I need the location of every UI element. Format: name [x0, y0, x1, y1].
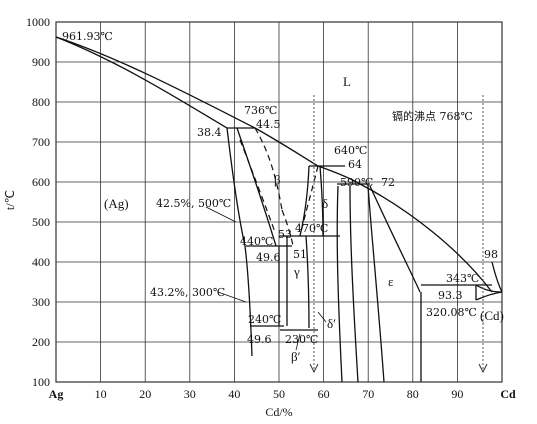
phase-ag-label: (Ag) [104, 196, 129, 211]
label-240: 240℃ [248, 313, 281, 326]
y-tick: 800 [32, 95, 50, 109]
label-432-300: 43.2%, 300℃ [150, 286, 225, 299]
beta-dashed-2 [281, 209, 294, 247]
x-tick: 10 [95, 387, 107, 401]
x-left-label: Ag [49, 387, 64, 401]
solidus-ag [55, 36, 228, 129]
x-tick-labels: Ag 10 20 30 40 50 60 70 80 90 Cd [49, 387, 516, 401]
label-440: 440℃ [240, 235, 273, 248]
label-590: 590℃ [340, 176, 373, 189]
y-tick: 900 [32, 55, 50, 69]
label-53: 53 [278, 228, 292, 241]
epsilon-left [367, 185, 385, 383]
leader-4323 [217, 291, 247, 303]
epsilon-right-curve [369, 185, 421, 293]
delta-right [319, 165, 324, 237]
cd-liquidus-right [491, 261, 503, 293]
y-axis-title: t/℃ [3, 190, 17, 210]
x-axis-title: Cd/% [265, 405, 292, 419]
arrow-down-icon [478, 363, 488, 374]
y-tick: 300 [32, 295, 50, 309]
delta-prime-right [349, 185, 359, 383]
delta-prime-left [336, 185, 343, 383]
y-tick-labels: 1000 900 800 700 600 500 400 300 200 100 [26, 15, 50, 389]
leader-deltaprime [317, 311, 327, 323]
x-right-label: Cd [500, 387, 516, 401]
gamma-right [305, 235, 310, 329]
phase-gamma-label: γ [293, 264, 300, 279]
leader-4255 [205, 206, 237, 223]
beta-dashed-1 [254, 127, 283, 211]
x-tick: 70 [362, 387, 374, 401]
label-64: 64 [348, 158, 362, 171]
label-98: 98 [484, 248, 498, 261]
cd-solvus [475, 291, 503, 301]
phase-delta-prime-label: δ′ [327, 316, 336, 331]
label-32008: 320.08℃ [426, 306, 477, 319]
x-tick: 90 [451, 387, 463, 401]
phase-beta-prime-label: β′ [291, 349, 301, 364]
label-640: 640℃ [334, 144, 367, 157]
phase-delta-label: δ [322, 196, 328, 211]
label-470: 470℃ [295, 222, 328, 235]
ag-solvus [226, 127, 253, 357]
y-tick: 400 [32, 255, 50, 269]
leader-betaprime [295, 333, 301, 351]
liquidus-ag [55, 36, 256, 129]
liquidus-epsilon [359, 183, 493, 293]
label-425-500: 42.5%, 500℃ [156, 197, 231, 210]
label-933: 93.3 [438, 289, 463, 302]
y-tick: 500 [32, 215, 50, 229]
ag-melting-label: 961.93℃ [62, 30, 113, 43]
liquidus-delta [317, 165, 361, 185]
cd-boiling-point-label: 镉的沸点 768℃ [392, 109, 473, 123]
phase-beta-label: β [274, 172, 281, 187]
label-72: 72 [381, 176, 395, 189]
label-496: 49.6 [256, 251, 281, 264]
y-tick: 600 [32, 175, 50, 189]
beta-dashed-3 [239, 139, 276, 233]
arrow-down-icon [309, 363, 319, 374]
x-tick: 80 [407, 387, 419, 401]
phase-epsilon-label: ε [388, 274, 394, 289]
label-736: 736℃ [244, 104, 277, 117]
label-230: 230℃ [285, 333, 318, 346]
label-343: 343℃ [446, 272, 479, 285]
vertical-gridlines [100, 22, 458, 382]
y-tick: 200 [32, 335, 50, 349]
label-445: 44.5 [256, 118, 281, 131]
x-tick: 50 [273, 387, 285, 401]
y-tick: 100 [32, 375, 50, 389]
beta-left-boundary [236, 127, 277, 247]
delta-left [299, 165, 310, 237]
phase-cd-label: (Cd) [480, 308, 504, 323]
phase-liquid-label: L [343, 74, 351, 89]
label-384: 38.4 [197, 126, 222, 139]
x-tick: 60 [318, 387, 330, 401]
label-496b: 49.6 [247, 333, 272, 346]
label-51: 51 [293, 248, 307, 261]
y-tick: 700 [32, 135, 50, 149]
x-tick: 20 [139, 387, 151, 401]
x-tick: 40 [228, 387, 240, 401]
liquidus-beta [254, 127, 319, 167]
x-tick: 30 [184, 387, 196, 401]
y-tick: 1000 [26, 15, 50, 29]
